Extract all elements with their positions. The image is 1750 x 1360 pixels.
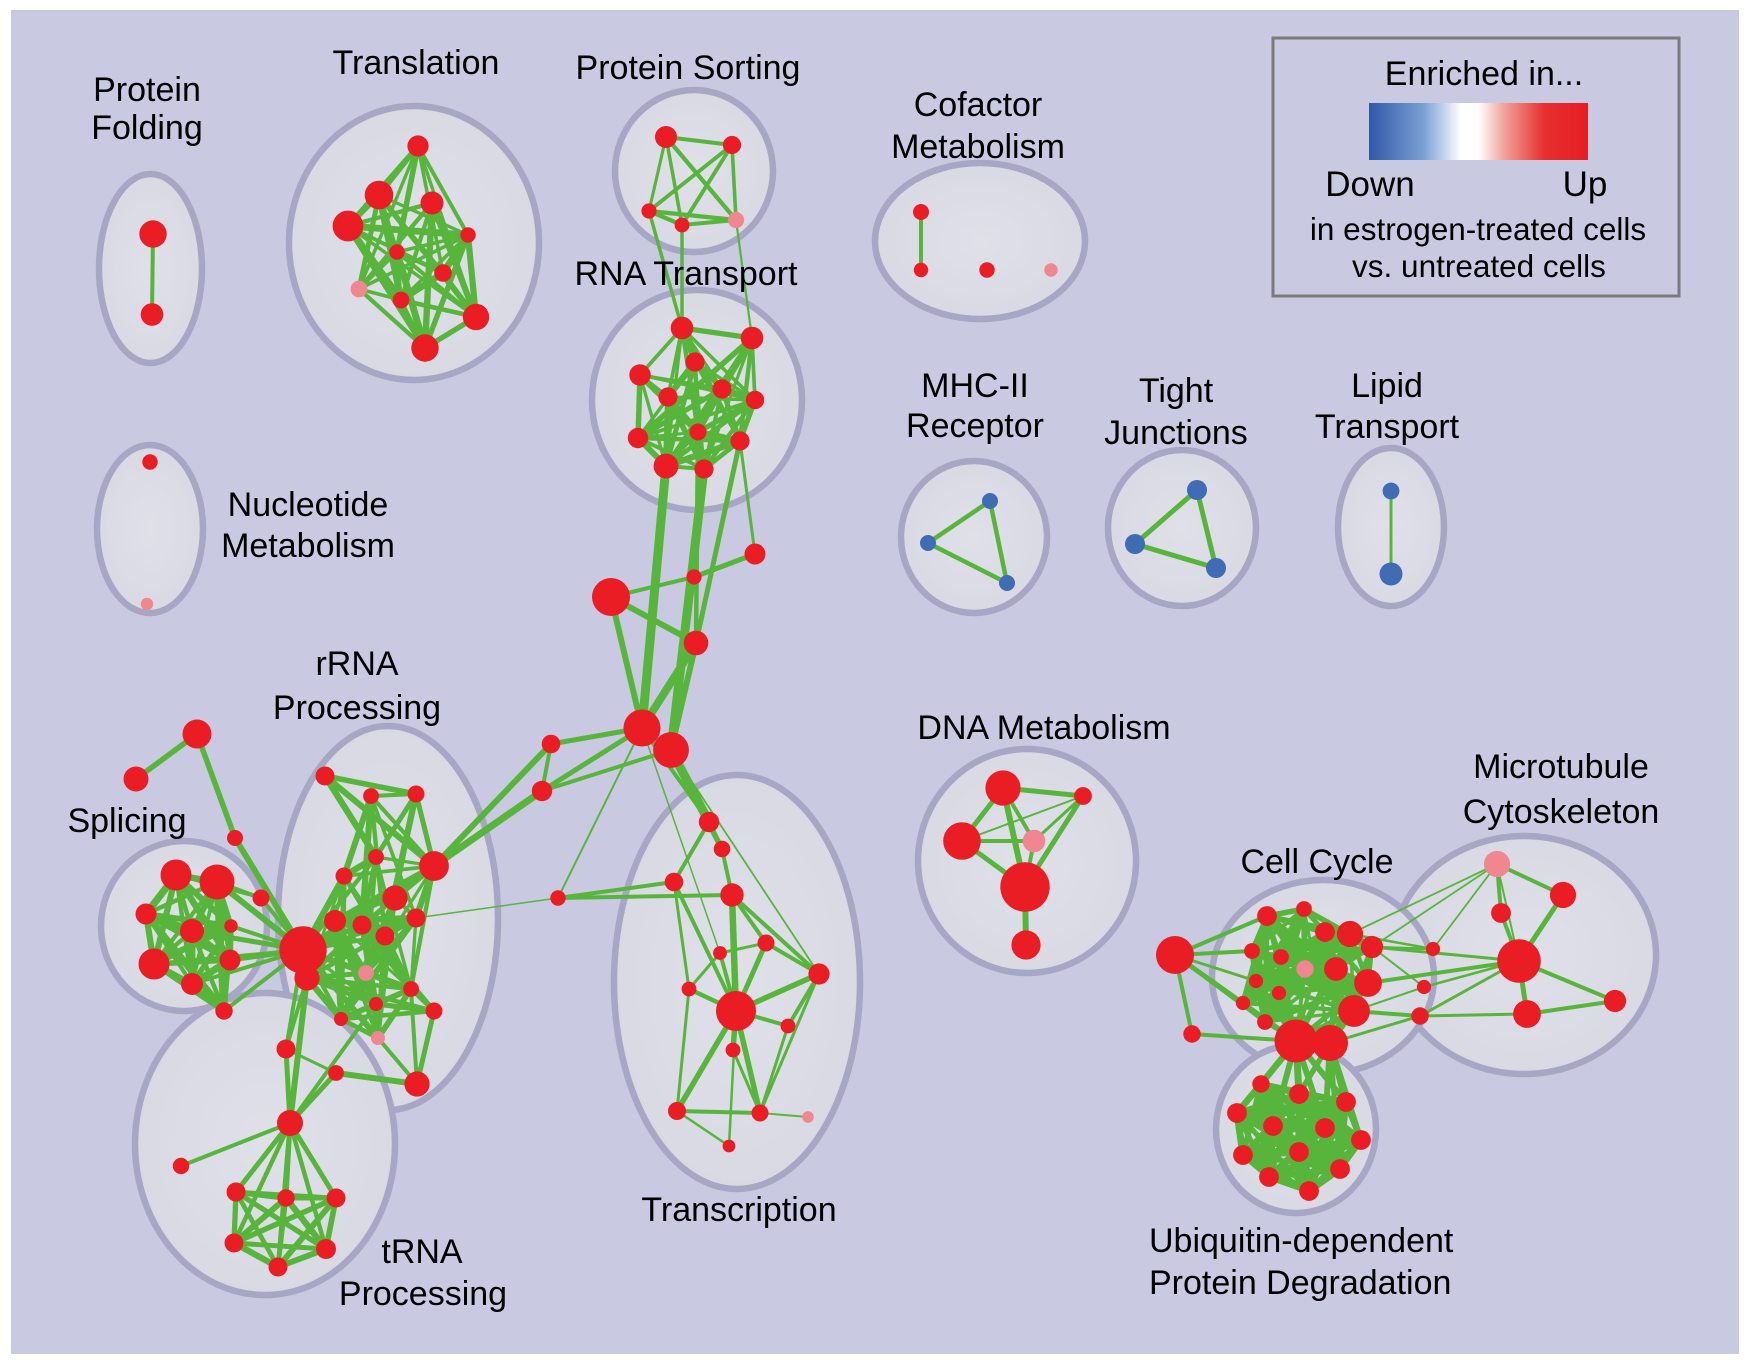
svg-text:Protein Degradation: Protein Degradation: [1149, 1264, 1451, 1302]
svg-text:MHC-II: MHC-II: [921, 367, 1029, 405]
svg-text:Ubiquitin-dependent: Ubiquitin-dependent: [1149, 1222, 1454, 1260]
svg-text:Receptor: Receptor: [906, 407, 1044, 445]
svg-text:Cofactor: Cofactor: [914, 86, 1043, 124]
svg-text:Transport: Transport: [1315, 408, 1460, 446]
svg-text:tRNA: tRNA: [381, 1233, 463, 1271]
svg-text:Microtubule: Microtubule: [1473, 748, 1649, 786]
svg-text:Splicing: Splicing: [67, 802, 186, 840]
svg-text:rRNA: rRNA: [315, 645, 398, 683]
svg-text:Lipid: Lipid: [1351, 367, 1423, 405]
svg-text:Metabolism: Metabolism: [891, 128, 1065, 166]
svg-text:Tight: Tight: [1139, 372, 1214, 410]
svg-text:in estrogen-treated cells: in estrogen-treated cells: [1310, 211, 1646, 247]
svg-text:Cell Cycle: Cell Cycle: [1240, 843, 1393, 881]
svg-text:Protein: Protein: [93, 71, 201, 109]
svg-text:Processing: Processing: [273, 689, 441, 727]
svg-text:Enriched in...: Enriched in...: [1385, 55, 1583, 93]
svg-text:Protein Sorting: Protein Sorting: [576, 49, 801, 87]
svg-text:Transcription: Transcription: [641, 1191, 836, 1229]
svg-text:Cytoskeleton: Cytoskeleton: [1463, 793, 1660, 831]
svg-text:Processing: Processing: [339, 1275, 507, 1313]
svg-text:Translation: Translation: [333, 44, 500, 82]
svg-text:Up: Up: [1563, 165, 1608, 204]
svg-text:DNA Metabolism: DNA Metabolism: [917, 709, 1170, 747]
svg-text:vs. untreated cells: vs. untreated cells: [1352, 248, 1606, 284]
svg-text:Metabolism: Metabolism: [221, 527, 395, 565]
svg-text:Folding: Folding: [91, 109, 203, 147]
svg-text:RNA Transport: RNA Transport: [575, 255, 799, 293]
svg-text:Nucleotide: Nucleotide: [228, 486, 389, 524]
svg-text:Down: Down: [1325, 165, 1414, 204]
svg-text:Junctions: Junctions: [1104, 414, 1248, 452]
